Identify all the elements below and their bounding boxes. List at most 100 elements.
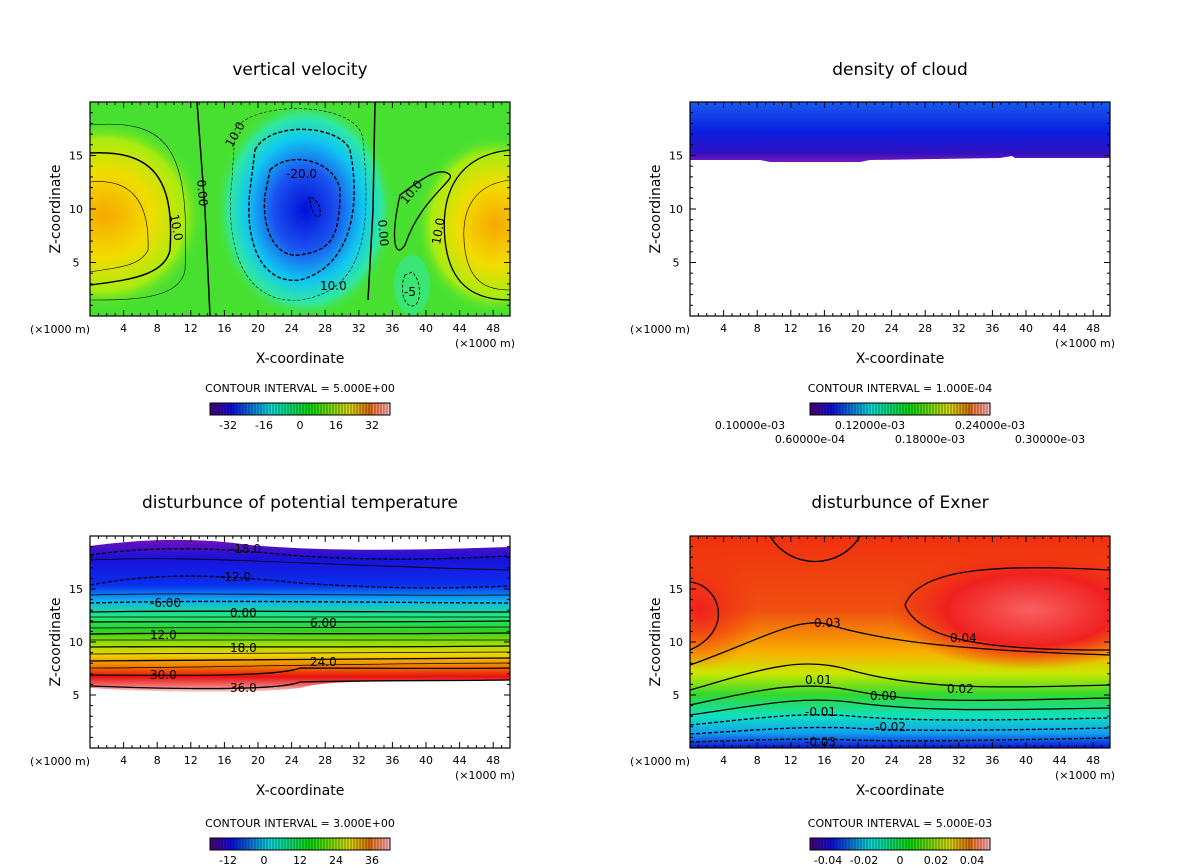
- colorbar-swatch: [960, 403, 964, 415]
- colorbar-swatch: [222, 838, 226, 850]
- colorbar-swatch: [915, 838, 919, 850]
- svg-text:-18.0: -18.0: [230, 542, 261, 556]
- colorbar-swatch: [825, 403, 829, 415]
- colorbar-swatch: [375, 403, 379, 415]
- colorbar-swatch: [228, 403, 232, 415]
- colorbar-swatch: [225, 838, 229, 850]
- colorbar-swatch: [372, 838, 376, 850]
- x-tick-label: 16: [217, 754, 231, 767]
- colorbar-swatch: [267, 403, 271, 415]
- x-tick-label: 48: [486, 754, 500, 767]
- colorbar-swatch: [387, 403, 391, 415]
- x-tick-label: 44: [453, 754, 467, 767]
- colorbar-swatch: [936, 838, 940, 850]
- colorbar-swatch: [852, 838, 856, 850]
- colorbar-swatch: [318, 838, 322, 850]
- colorbar-swatch: [297, 838, 301, 850]
- panel-density-of-cloud: density of cloud 4 8 12 16 20 24 28 32 36 40 44 485…: [630, 60, 1115, 446]
- colorbar-swatch: [261, 403, 265, 415]
- colorbar-swatch: [894, 838, 898, 850]
- x-axis-label: X-coordinate: [256, 783, 345, 799]
- x-tick-label: 24: [285, 322, 299, 335]
- colorbar-swatch: [315, 838, 319, 850]
- colorbar-swatch: [354, 838, 358, 850]
- x-tick-label: 20: [851, 754, 865, 767]
- x-tick-label: 20: [251, 322, 265, 335]
- colorbar-swatch: [900, 838, 904, 850]
- colorbar-swatch: [348, 838, 352, 850]
- colorbar-swatch: [270, 403, 274, 415]
- colorbar-swatch: [858, 838, 862, 850]
- colorbar-swatch: [345, 838, 349, 850]
- colorbar-swatch: [384, 403, 388, 415]
- colorbar-swatch: [312, 403, 316, 415]
- colorbar-swatch: [879, 838, 883, 850]
- contour-lines: [90, 548, 510, 690]
- x-tick-label: 32: [952, 322, 966, 335]
- colorbar-swatch: [279, 403, 283, 415]
- colorbar-swatch: [882, 838, 886, 850]
- colorbar-swatch: [288, 403, 292, 415]
- colorbar-swatch: [255, 403, 259, 415]
- x-tick-label: 12: [784, 754, 798, 767]
- x-tick-label: 28: [918, 322, 932, 335]
- colorbar-swatch: [897, 403, 901, 415]
- colorbar-swatch: [933, 838, 937, 850]
- svg-text:0.03: 0.03: [814, 616, 841, 630]
- colorbar-swatch: [861, 403, 865, 415]
- colorbar-swatch: [339, 838, 343, 850]
- contour-interval: CONTOUR INTERVAL = 3.000E+00: [205, 817, 395, 830]
- colorbar-swatch: [894, 403, 898, 415]
- colorbar-swatch: [900, 403, 904, 415]
- colorbar-swatch: [921, 838, 925, 850]
- x-tick-label: 28: [318, 322, 332, 335]
- colorbar-tick-label: -12: [219, 854, 237, 867]
- colorbar-swatch: [378, 403, 382, 415]
- colorbar-swatch: [846, 403, 850, 415]
- colorbar-swatch: [246, 403, 250, 415]
- colorbar-swatch: [912, 838, 916, 850]
- colorbar-swatch: [834, 838, 838, 850]
- colorbar-swatch: [303, 403, 307, 415]
- colorbar-swatch: [855, 838, 859, 850]
- colorbar-swatch: [342, 403, 346, 415]
- colorbar-swatch: [312, 838, 316, 850]
- colorbar-swatch: [324, 403, 328, 415]
- colorbar-swatch: [285, 838, 289, 850]
- colorbar-swatch: [957, 838, 961, 850]
- svg-text:0.01: 0.01: [805, 673, 832, 687]
- x-tick-label: 16: [817, 754, 831, 767]
- svg-text:10.0: 10.0: [429, 217, 447, 246]
- x-tick-label: 4: [720, 754, 727, 767]
- colorbar-swatch: [276, 403, 280, 415]
- colorbar-swatch: [861, 838, 865, 850]
- colorbar-swatch: [252, 403, 256, 415]
- svg-text:30.0: 30.0: [150, 668, 177, 682]
- colorbar-swatch: [243, 838, 247, 850]
- colorbar-swatch: [846, 838, 850, 850]
- y-tick-label: 5: [73, 257, 80, 270]
- colorbar-swatch: [816, 838, 820, 850]
- colorbar-frame: [209, 402, 391, 416]
- y-tick-label: 15: [69, 150, 83, 163]
- colorbar-swatch: [384, 838, 388, 850]
- colorbar-swatch: [972, 838, 976, 850]
- colorbar-swatch: [282, 403, 286, 415]
- panel-title: vertical velocity: [232, 60, 367, 80]
- colorbar-swatch: [216, 838, 220, 850]
- contour-fill: -18.0 -12.0 -6.00 0.00 6.00 12.0 18.0 24…: [90, 536, 510, 748]
- svg-text:0.00: 0.00: [230, 606, 257, 620]
- x-tick-label: 44: [453, 322, 467, 335]
- colorbar-swatch: [336, 838, 340, 850]
- colorbar-swatch: [294, 838, 298, 850]
- colorbar: -32 -16 0 16 32: [209, 402, 391, 432]
- colorbar-swatch: [936, 403, 940, 415]
- x-tick-label: 8: [754, 322, 761, 335]
- x-axis-label: X-coordinate: [256, 351, 345, 367]
- colorbar-swatch: [912, 403, 916, 415]
- colorbar-swatch: [348, 403, 352, 415]
- x-tick-label: 36: [985, 322, 999, 335]
